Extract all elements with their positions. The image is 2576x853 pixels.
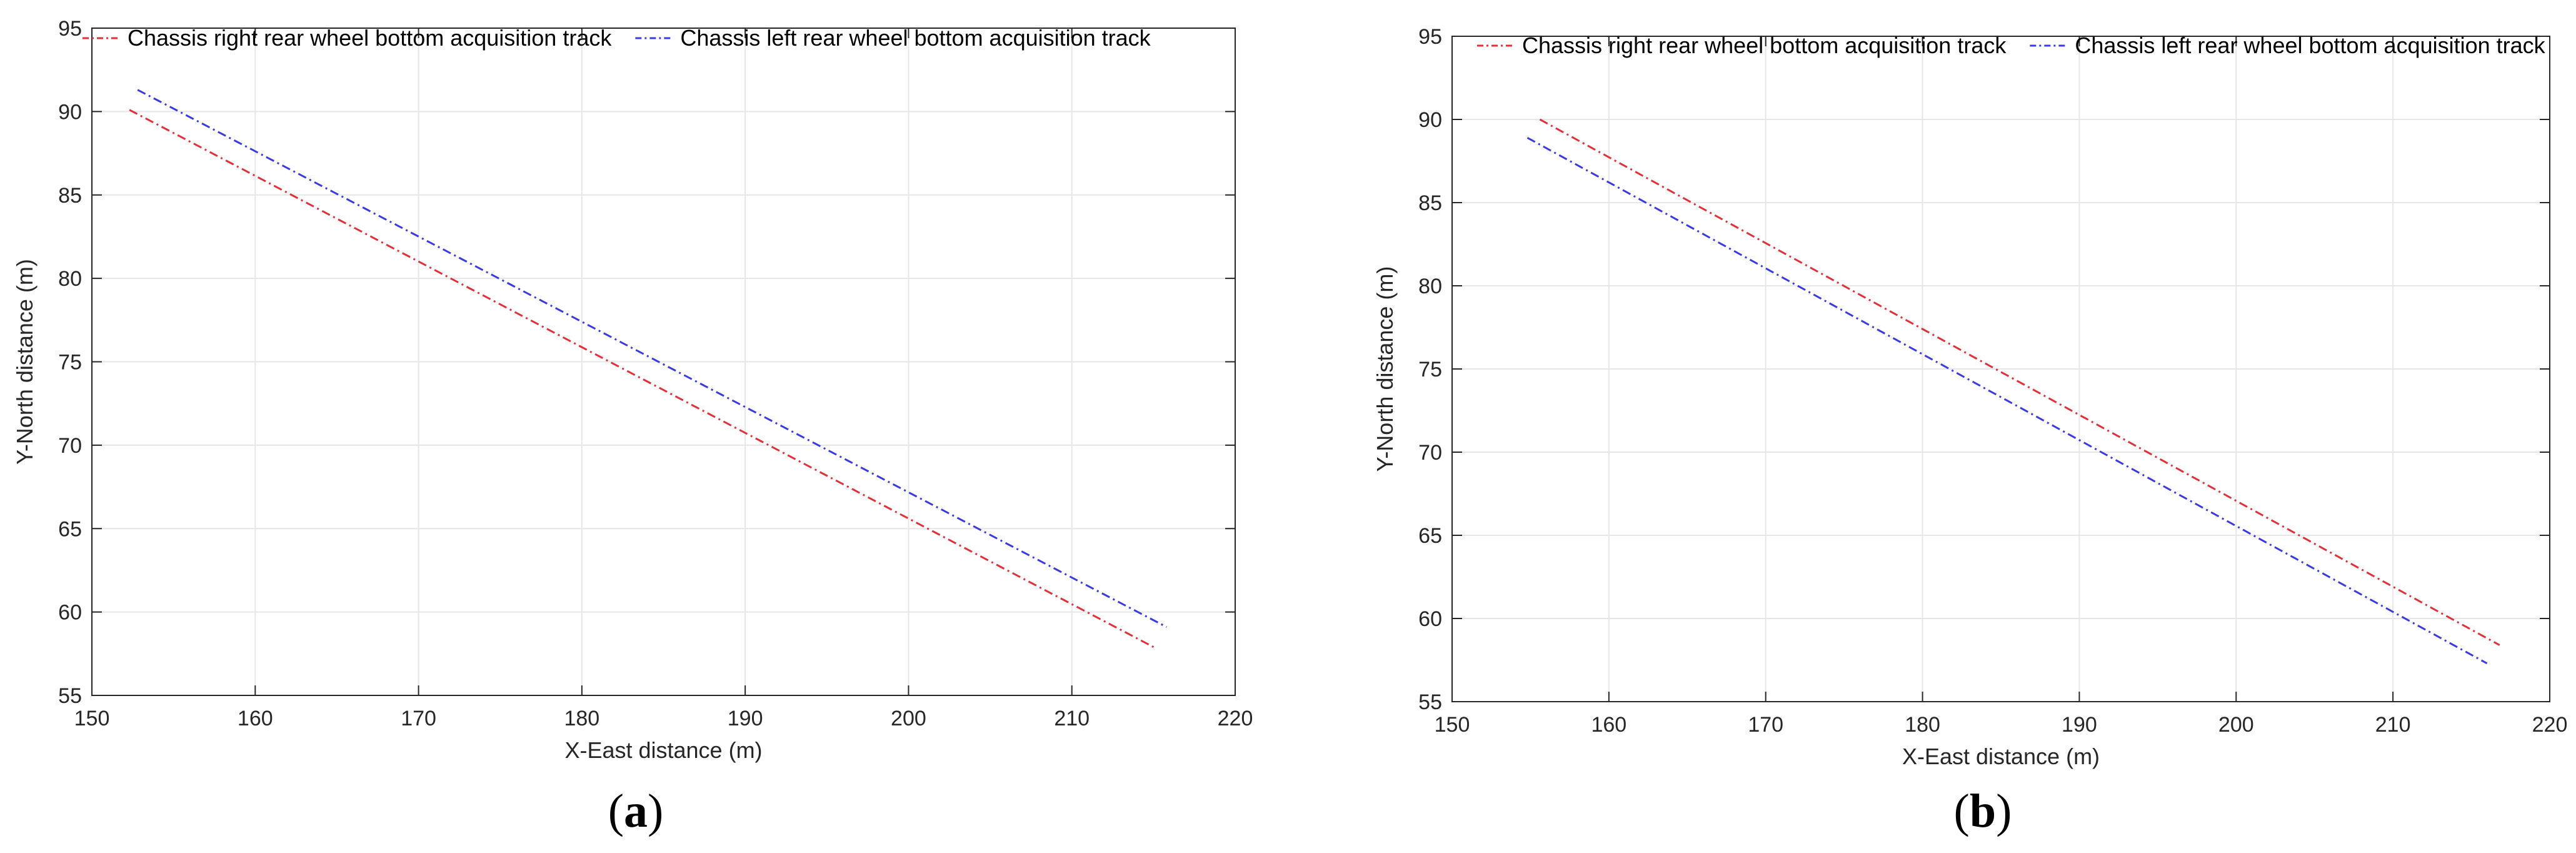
y-tick-label: 70 [58, 434, 82, 458]
y-tick-label: 60 [1418, 607, 1442, 631]
x-tick-label: 180 [564, 707, 599, 730]
legend-label-1: Chassis right rear wheel bottom acquisit… [128, 25, 612, 51]
panel-caption: (b) [1954, 785, 2012, 837]
y-tick-label: 65 [1418, 524, 1442, 548]
y-tick-label: 55 [1418, 690, 1442, 714]
y-axis-label: Y-North distance (m) [12, 259, 38, 465]
x-tick-label: 190 [728, 707, 763, 730]
chart-panel-b: 150 160 170 180 190 200 210 220 55 60 65 70 75 80 85 90… [1372, 25, 2567, 837]
legend-label-1: Chassis right rear wheel bottom acquisit… [1522, 33, 2007, 58]
y-tick-label: 95 [1418, 25, 1442, 49]
y-tick-label: 75 [58, 351, 82, 375]
series-line-2 [137, 89, 1167, 628]
legend-label-2: Chassis left rear wheel bottom acquisiti… [680, 25, 1151, 51]
x-axis-label: X-East distance (m) [1902, 744, 2100, 769]
y-tick-label: 70 [1418, 441, 1442, 465]
x-tick-label: 160 [1591, 713, 1626, 737]
y-tick-label: 90 [1418, 108, 1442, 132]
x-axis-label: X-East distance (m) [564, 737, 762, 763]
panel-caption: (a) [608, 785, 664, 837]
x-tick-label: 210 [2375, 713, 2411, 737]
x-tick-label: 210 [1054, 707, 1090, 730]
series-line-1 [129, 109, 1155, 648]
legend-label-2: Chassis left rear wheel bottom acquisiti… [2075, 33, 2545, 58]
x-tick-label: 190 [2062, 713, 2097, 737]
y-tick-label: 85 [1418, 191, 1442, 215]
y-tick-label: 95 [58, 17, 82, 41]
y-tick-label: 90 [58, 100, 82, 124]
chart-panel-a: 150 160 170 180 190 200 210 220 55 60 65 70 75 80 85 90… [12, 17, 1253, 837]
x-tick-label: 160 [238, 707, 273, 730]
x-tick-label: 150 [74, 707, 110, 730]
y-tick-label: 80 [58, 267, 82, 291]
y-tick-label: 75 [1418, 358, 1442, 381]
x-tick-label: 170 [401, 707, 436, 730]
y-tick-label: 85 [58, 184, 82, 208]
x-tick-label: 200 [2218, 713, 2254, 737]
x-tick-label: 170 [1748, 713, 1783, 737]
y-tick-label: 60 [58, 601, 82, 625]
y-tick-label: 80 [1418, 275, 1442, 298]
x-tick-label: 220 [1218, 707, 1253, 730]
series-line-1 [1539, 118, 2500, 646]
series-line-2 [1526, 136, 2488, 665]
y-tick-label: 65 [58, 517, 82, 541]
x-tick-label: 180 [1905, 713, 1940, 737]
x-tick-label: 150 [1435, 713, 1470, 737]
x-tick-label: 200 [891, 707, 926, 730]
y-axis-label: Y-North distance (m) [1372, 266, 1398, 472]
y-tick-label: 55 [58, 684, 82, 708]
x-tick-label: 220 [2532, 713, 2568, 737]
